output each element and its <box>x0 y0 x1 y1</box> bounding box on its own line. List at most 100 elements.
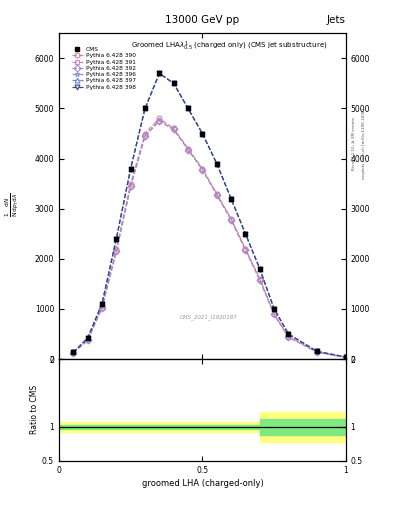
Pythia 6.428 390 <box>243 246 248 252</box>
CMS <box>272 306 277 312</box>
Pythia 6.428 391 <box>157 118 162 124</box>
Pythia 6.428 398 <box>243 231 248 237</box>
Pythia 6.428 397 <box>186 105 191 112</box>
Pythia 6.428 398 <box>114 236 119 242</box>
Pythia 6.428 396 <box>229 196 233 202</box>
Pythia 6.428 397 <box>229 196 233 202</box>
Pythia 6.428 390 <box>143 131 147 137</box>
Text: CMS_2021_I1920187: CMS_2021_I1920187 <box>180 314 237 320</box>
Pythia 6.428 397 <box>343 354 348 360</box>
CMS <box>85 335 90 341</box>
Pythia 6.428 392 <box>315 349 320 355</box>
Pythia 6.428 392 <box>229 217 233 223</box>
Pythia 6.428 397 <box>286 331 291 337</box>
Pythia 6.428 390 <box>114 246 119 252</box>
Pythia 6.428 398 <box>315 349 320 355</box>
Pythia 6.428 398 <box>200 131 205 137</box>
X-axis label: groomed LHA (charged-only): groomed LHA (charged-only) <box>141 479 263 488</box>
Pythia 6.428 398 <box>157 70 162 76</box>
Line: Pythia 6.428 390: Pythia 6.428 390 <box>71 116 348 360</box>
Pythia 6.428 396 <box>171 80 176 87</box>
Pythia 6.428 392 <box>257 277 262 283</box>
Pythia 6.428 396 <box>272 306 277 312</box>
Pythia 6.428 398 <box>85 335 90 341</box>
CMS <box>286 331 291 337</box>
Pythia 6.428 398 <box>143 105 147 112</box>
Pythia 6.428 391 <box>257 277 262 283</box>
CMS <box>143 105 147 112</box>
Pythia 6.428 391 <box>272 311 277 317</box>
Pythia 6.428 392 <box>243 247 248 253</box>
Pythia 6.428 392 <box>186 146 191 153</box>
Pythia 6.428 397 <box>243 231 248 237</box>
Pythia 6.428 397 <box>114 236 119 242</box>
CMS <box>315 349 320 355</box>
Pythia 6.428 392 <box>114 248 119 254</box>
Pythia 6.428 396 <box>85 335 90 341</box>
Pythia 6.428 391 <box>343 354 348 360</box>
Text: $\frac{1}{\mathrm{N}}\frac{\mathrm{d}N}{\mathrm{d}p_\mathrm{T}\mathrm{d}\lambda}: $\frac{1}{\mathrm{N}}\frac{\mathrm{d}N}{… <box>4 193 21 217</box>
Text: Groomed LHA$\lambda^1_{0.5}$ (charged only) (CMS jet substructure): Groomed LHA$\lambda^1_{0.5}$ (charged on… <box>130 40 327 53</box>
Pythia 6.428 397 <box>272 306 277 312</box>
CMS <box>157 70 162 76</box>
Pythia 6.428 390 <box>315 349 320 355</box>
Pythia 6.428 398 <box>71 349 75 355</box>
Text: Rivet 3.1.10, ≥ 3M events: Rivet 3.1.10, ≥ 3M events <box>352 117 356 170</box>
Pythia 6.428 390 <box>100 303 105 309</box>
Pythia 6.428 390 <box>215 190 219 197</box>
Pythia 6.428 390 <box>85 337 90 343</box>
Pythia 6.428 396 <box>200 131 205 137</box>
Pythia 6.428 391 <box>215 191 219 198</box>
Pythia 6.428 397 <box>143 105 147 112</box>
CMS <box>186 105 191 112</box>
Pythia 6.428 397 <box>157 70 162 76</box>
Line: Pythia 6.428 398: Pythia 6.428 398 <box>71 71 348 359</box>
Pythia 6.428 398 <box>171 80 176 87</box>
Pythia 6.428 397 <box>85 335 90 341</box>
Pythia 6.428 390 <box>171 125 176 132</box>
CMS <box>128 165 133 172</box>
CMS <box>200 131 205 137</box>
Pythia 6.428 392 <box>143 133 147 139</box>
Pythia 6.428 392 <box>200 166 205 173</box>
Pythia 6.428 398 <box>215 160 219 166</box>
Pythia 6.428 392 <box>157 118 162 124</box>
Pythia 6.428 398 <box>257 266 262 272</box>
Pythia 6.428 391 <box>143 133 147 139</box>
Pythia 6.428 391 <box>243 247 248 253</box>
Pythia 6.428 390 <box>71 349 75 355</box>
Pythia 6.428 398 <box>343 354 348 360</box>
Pythia 6.428 392 <box>272 311 277 317</box>
Pythia 6.428 392 <box>100 305 105 311</box>
Pythia 6.428 392 <box>71 350 75 356</box>
Pythia 6.428 390 <box>257 276 262 282</box>
Pythia 6.428 392 <box>171 126 176 133</box>
Text: Jets: Jets <box>327 15 346 25</box>
Pythia 6.428 391 <box>171 126 176 133</box>
Text: mcplots.cern.ch [arXiv:1306.3436]: mcplots.cern.ch [arXiv:1306.3436] <box>362 108 365 179</box>
CMS <box>243 231 248 237</box>
Pythia 6.428 396 <box>100 301 105 307</box>
Pythia 6.428 391 <box>85 337 90 344</box>
Pythia 6.428 390 <box>343 354 348 360</box>
Pythia 6.428 392 <box>343 354 348 360</box>
Pythia 6.428 390 <box>200 165 205 172</box>
Pythia 6.428 391 <box>186 146 191 153</box>
Pythia 6.428 392 <box>215 191 219 198</box>
Pythia 6.428 397 <box>100 301 105 307</box>
Pythia 6.428 398 <box>100 301 105 307</box>
Pythia 6.428 397 <box>315 349 320 355</box>
Pythia 6.428 396 <box>71 349 75 355</box>
Line: Pythia 6.428 392: Pythia 6.428 392 <box>71 119 348 360</box>
Pythia 6.428 397 <box>215 160 219 166</box>
Pythia 6.428 397 <box>200 131 205 137</box>
Text: 13000 GeV pp: 13000 GeV pp <box>165 15 239 25</box>
Pythia 6.428 396 <box>157 70 162 76</box>
Pythia 6.428 398 <box>229 196 233 202</box>
CMS <box>229 196 233 202</box>
Pythia 6.428 397 <box>128 165 133 172</box>
CMS <box>343 354 348 360</box>
Pythia 6.428 390 <box>286 333 291 339</box>
Line: Pythia 6.428 396: Pythia 6.428 396 <box>71 71 348 359</box>
Pythia 6.428 391 <box>114 248 119 254</box>
